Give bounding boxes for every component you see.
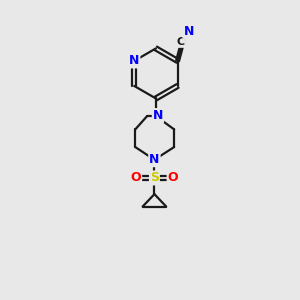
- Text: N: N: [153, 109, 163, 122]
- Text: N: N: [183, 25, 194, 38]
- Text: O: O: [130, 172, 141, 184]
- Text: N: N: [149, 153, 160, 166]
- Text: C: C: [177, 37, 185, 47]
- Text: S: S: [150, 172, 159, 184]
- Text: N: N: [129, 54, 140, 68]
- Text: O: O: [168, 172, 178, 184]
